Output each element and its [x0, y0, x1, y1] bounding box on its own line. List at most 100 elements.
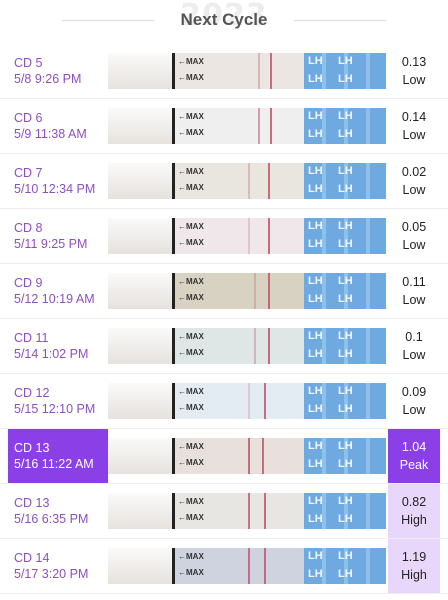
max-marker: ←MAX [178, 222, 204, 231]
cycle-day: CD 13 [14, 441, 50, 455]
cycle-day: CD 8 [14, 221, 43, 235]
lh-text: LH [338, 550, 353, 562]
test-time: 5/12 10:19 AM [14, 292, 95, 306]
result: 0.1 Low [388, 319, 440, 373]
max-marker: ←MAX [178, 458, 204, 467]
test-row[interactable]: CD 13 5/16 6:35 PM ←MAX ←MAX LH LH LH LH 0.82… [0, 484, 448, 539]
result-status: Low [402, 238, 426, 252]
test-line [248, 493, 250, 529]
result: 0.14 Low [388, 99, 440, 153]
cycle-day: CD 12 [14, 386, 50, 400]
lh-text: LH [338, 348, 353, 360]
lh-text: LH [338, 275, 353, 287]
row-label: CD 9 5/12 10:19 AM [8, 264, 108, 318]
test-row[interactable]: CD 5 5/8 9:26 PM ←MAX ←MAX LH LH LH LH 0.13 L… [0, 44, 448, 99]
control-line [270, 53, 272, 89]
strip-brand-area: LH LH LH LH [304, 438, 386, 474]
control-line [270, 108, 272, 144]
max-marker: ←MAX [178, 568, 204, 577]
test-strip-image: ←MAX ←MAX LH LH LH LH [108, 218, 386, 254]
control-line [264, 383, 266, 419]
lh-text: LH [308, 495, 323, 507]
test-line [258, 53, 260, 89]
row-label: CD 11 5/14 1:02 PM [8, 319, 108, 373]
strip-handle [108, 53, 172, 89]
result-status: Low [402, 348, 426, 362]
cycle-day: CD 13 [14, 496, 50, 510]
lh-text: LH [338, 403, 353, 415]
row-label: CD 7 5/10 12:34 PM [8, 154, 108, 208]
page-title: Next Cycle [180, 10, 268, 29]
max-marker: ←MAX [178, 348, 204, 357]
max-marker: ←MAX [178, 442, 204, 451]
max-marker: ←MAX [178, 293, 204, 302]
test-row[interactable]: CD 9 5/12 10:19 AM ←MAX ←MAX LH LH LH LH 0.11… [0, 264, 448, 319]
lh-text: LH [308, 458, 323, 470]
test-strip-image: ←MAX ←MAX LH LH LH LH [108, 163, 386, 199]
test-time: 5/16 6:35 PM [14, 512, 89, 526]
result-status: Low [402, 128, 426, 142]
lh-text: LH [338, 330, 353, 342]
result: 0.02 Low [388, 154, 440, 208]
result-value: 0.02 [401, 165, 427, 179]
max-marker: ←MAX [178, 277, 204, 286]
test-line [258, 108, 260, 144]
test-row[interactable]: CD 7 5/10 12:34 PM ←MAX ←MAX LH LH LH LH 0.02… [0, 154, 448, 209]
test-row[interactable]: CD 13 5/16 11:22 AM ←MAX ←MAX LH LH LH LH 1.0… [0, 429, 448, 484]
lh-text: LH [308, 293, 323, 305]
test-time: 5/17 3:20 PM [14, 567, 89, 581]
max-line [172, 328, 175, 364]
test-time: 5/15 12:10 PM [14, 402, 96, 416]
lh-text: LH [308, 550, 323, 562]
test-strip-image: ←MAX ←MAX LH LH LH LH [108, 438, 386, 474]
max-line [172, 383, 175, 419]
row-label: CD 5 5/8 9:26 PM [8, 44, 108, 98]
result: 0.09 Low [388, 374, 440, 428]
test-row[interactable]: CD 14 5/17 3:20 PM ←MAX ←MAX LH LH LH LH 1.19… [0, 539, 448, 594]
max-line [172, 273, 175, 309]
row-label: CD 14 5/17 3:20 PM [8, 539, 108, 593]
test-row[interactable]: CD 8 5/11 9:25 PM ←MAX ←MAX LH LH LH LH 0.05 … [0, 209, 448, 264]
test-row[interactable]: CD 12 5/15 12:10 PM ←MAX ←MAX LH LH LH LH 0.0… [0, 374, 448, 429]
lh-text: LH [308, 403, 323, 415]
test-row[interactable]: CD 6 5/9 11:38 AM ←MAX ←MAX LH LH LH LH 0.14 … [0, 99, 448, 154]
result-value: 0.09 [401, 385, 427, 399]
lh-text: LH [308, 513, 323, 525]
max-marker: ←MAX [178, 332, 204, 341]
lh-text: LH [308, 440, 323, 452]
max-line [172, 163, 175, 199]
lh-text: LH [308, 275, 323, 287]
lh-text: LH [338, 55, 353, 67]
test-strip-image: ←MAX ←MAX LH LH LH LH [108, 383, 386, 419]
strip-handle [108, 273, 172, 309]
test-strip-image: ←MAX ←MAX LH LH LH LH [108, 548, 386, 584]
strip-brand-area: LH LH LH LH [304, 328, 386, 364]
result-status: Peak [399, 458, 429, 472]
max-marker: ←MAX [178, 128, 204, 137]
strip-brand-area: LH LH LH LH [304, 548, 386, 584]
result-status: Low [402, 73, 426, 87]
result-value: 0.05 [401, 220, 427, 234]
test-strip-image: ←MAX ←MAX LH LH LH LH [108, 493, 386, 529]
row-label: CD 13 5/16 6:35 PM [8, 484, 108, 538]
result-value: 0.11 [402, 275, 426, 289]
test-time: 5/9 11:38 AM [14, 127, 87, 141]
max-marker: ←MAX [178, 403, 204, 412]
max-marker: ←MAX [178, 552, 204, 561]
strip-brand-area: LH LH LH LH [304, 273, 386, 309]
test-line [254, 328, 256, 364]
test-row[interactable]: CD 11 5/14 1:02 PM ←MAX ←MAX LH LH LH LH 0.1 … [0, 319, 448, 374]
test-time: 5/14 1:02 PM [14, 347, 89, 361]
max-marker: ←MAX [178, 387, 204, 396]
strip-handle [108, 163, 172, 199]
lh-text: LH [308, 330, 323, 342]
lh-text: LH [338, 165, 353, 177]
lh-text: LH [338, 73, 353, 85]
test-line [248, 218, 250, 254]
strip-brand-area: LH LH LH LH [304, 108, 386, 144]
lh-text: LH [338, 458, 353, 470]
result-status: Low [402, 183, 426, 197]
test-line [248, 548, 250, 584]
lh-text: LH [308, 110, 323, 122]
cycle-day: CD 6 [14, 111, 43, 125]
